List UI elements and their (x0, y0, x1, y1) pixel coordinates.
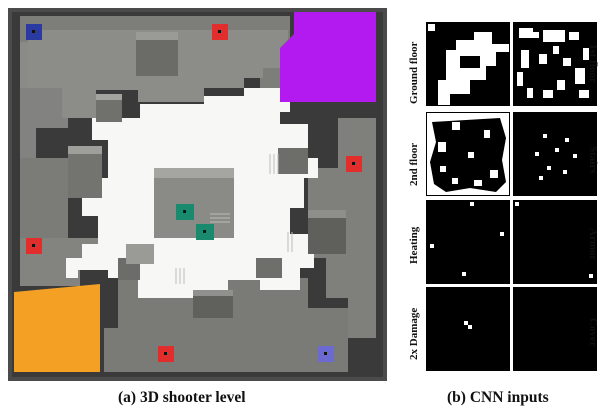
label-second-floor: 2nd floor (408, 142, 420, 186)
label-2x-damage: 2x Damage (408, 307, 420, 360)
caption-level: (a) 3D shooter level (118, 389, 246, 406)
pickups (26, 24, 362, 362)
shooter-level-render (8, 8, 387, 381)
armor-map (513, 200, 597, 284)
label-heating: Heating (408, 226, 420, 264)
label-armor: Armor (587, 228, 599, 261)
label-stairs: Stairs (587, 146, 599, 174)
label-cover: Cover (587, 318, 599, 347)
stairs-map (513, 112, 597, 196)
heating-map (426, 200, 510, 284)
label-ground-floor: Ground floor (408, 41, 420, 104)
stairs (175, 154, 293, 284)
first-floor-map (513, 22, 597, 106)
cover-map (513, 287, 597, 371)
cover-blocks (68, 32, 346, 318)
damage-2x-map (426, 287, 510, 371)
ground-floor-map (426, 22, 510, 106)
label-first-floor: 1st floor (587, 44, 599, 83)
second-floor-map (426, 112, 510, 196)
orange-spawn-area (14, 284, 100, 372)
caption-cnn-inputs: (b) CNN inputs (447, 389, 549, 406)
purple-spawn-area (280, 12, 376, 102)
